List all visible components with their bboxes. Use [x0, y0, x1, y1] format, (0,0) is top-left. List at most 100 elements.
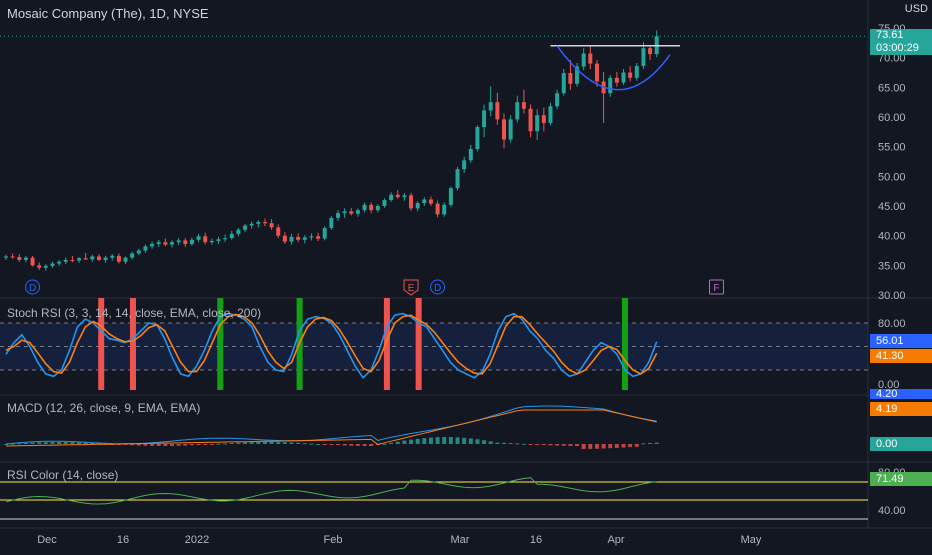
- candle-body: [70, 259, 75, 261]
- candle-body: [389, 194, 394, 201]
- candle-body: [455, 169, 460, 189]
- macd-histogram-bar: [428, 437, 433, 444]
- candle-body: [495, 102, 500, 120]
- macd-histogram-bar: [389, 442, 394, 444]
- candle-body: [170, 242, 174, 245]
- currency-label[interactable]: USD: [904, 3, 928, 15]
- candle-body: [488, 102, 493, 111]
- candle-body: [216, 239, 221, 242]
- macd-histogram-bar: [302, 443, 307, 445]
- future-event-marker-icon: [708, 279, 724, 295]
- stoch-k-value: 56.01: [870, 334, 932, 348]
- macd-histogram-bar: [203, 444, 208, 445]
- time-tick-label: Feb: [324, 534, 343, 546]
- macd-histogram-bar: [269, 442, 274, 444]
- candle-body: [77, 258, 82, 261]
- sell-signal-bar: [415, 298, 422, 390]
- candle-body: [23, 257, 28, 260]
- macd-histogram-bar: [189, 444, 194, 446]
- candle-body: [375, 206, 380, 211]
- macd-histogram-bar: [130, 444, 135, 446]
- candle-body: [289, 236, 294, 242]
- macd-histogram-bar: [614, 444, 619, 448]
- macd-histogram-bar: [77, 442, 82, 444]
- macd-histogram-bar: [262, 442, 267, 444]
- candle-body: [448, 188, 453, 205]
- macd-histogram-bar: [621, 444, 626, 448]
- earnings-marker-icon: [403, 279, 419, 296]
- candle-body: [196, 236, 201, 240]
- macd-histogram-bar: [276, 442, 281, 444]
- macd-histogram-bar: [223, 443, 228, 445]
- macd-histogram-bar: [282, 442, 287, 444]
- macd-histogram-bar: [17, 443, 22, 445]
- price-tick-label: 30.00: [878, 290, 906, 302]
- time-tick-label: 2022: [185, 534, 209, 546]
- candle-body: [462, 160, 467, 170]
- macd-histogram-bar: [641, 443, 646, 445]
- macd-histogram-bar: [249, 442, 254, 444]
- macd-histogram-bar: [57, 442, 62, 444]
- macd-signal-line: [5, 409, 657, 447]
- event-marker-label: D: [29, 283, 36, 294]
- candle-body: [362, 204, 367, 211]
- candle-body: [123, 257, 128, 262]
- price-tick-label: 35.00: [878, 260, 906, 272]
- macd-histogram-bar: [296, 442, 301, 444]
- candle-body: [183, 240, 188, 244]
- price-tick-label: 55.00: [878, 142, 906, 154]
- macd-histogram-bar: [395, 441, 400, 444]
- stoch-d-line: [5, 313, 658, 375]
- macd-label[interactable]: MACD (12, 26, close, 9, EMA, EMA): [7, 401, 201, 415]
- candle-body: [209, 241, 214, 243]
- candle-body: [555, 93, 560, 107]
- last-price-tag: 73.61 03:00:29: [870, 29, 932, 55]
- macd-histogram-bar: [475, 439, 480, 444]
- macd-histogram-bar: [30, 442, 35, 444]
- candle-body: [309, 236, 314, 238]
- event-marker-label: D: [434, 283, 441, 294]
- candle-body: [588, 53, 593, 64]
- macd-histogram-bar: [442, 437, 447, 444]
- macd-histogram-bar: [170, 444, 174, 446]
- price-tick-label: 40.00: [878, 231, 906, 243]
- macd-histogram-bar: [362, 444, 367, 446]
- candle-body: [508, 119, 513, 140]
- candle-body: [302, 237, 307, 240]
- rsi-color-label[interactable]: RSI Color (14, close): [7, 468, 119, 482]
- symbol-title[interactable]: Mosaic Company (The), 1D, NYSE: [7, 6, 209, 21]
- stoch-k-line: [5, 312, 658, 380]
- macd-histogram-bar: [342, 444, 347, 446]
- candle-body: [163, 242, 168, 245]
- time-tick-label: Mar: [451, 534, 470, 546]
- time-tick-label: Dec: [37, 534, 57, 546]
- macd-histogram-bar: [163, 444, 168, 446]
- candle-body: [276, 227, 281, 236]
- macd-histogram-bar: [150, 444, 155, 446]
- candle-body: [256, 222, 261, 224]
- macd-histogram-bar: [482, 440, 487, 444]
- macd-histogram-bar: [548, 444, 553, 446]
- candle-body: [176, 240, 181, 243]
- candle-body: [103, 257, 108, 260]
- candle-body: [57, 261, 62, 264]
- price-tick-label: 50.00: [878, 171, 906, 183]
- candle-body: [349, 211, 354, 214]
- candle-body: [614, 77, 619, 83]
- macd-histogram-bar: [50, 442, 55, 444]
- candle-body: [641, 48, 646, 66]
- macd-histogram-bar: [4, 444, 8, 445]
- candle-body: [322, 227, 327, 239]
- candle-body: [243, 225, 248, 230]
- macd-histogram-bar: [435, 437, 440, 444]
- candle-body: [262, 222, 267, 224]
- candle-body: [203, 236, 208, 243]
- stoch-rsi-label[interactable]: Stoch RSI (3, 3, 14, 14, close, EMA, clo…: [7, 306, 262, 320]
- macd-histogram-bar: [528, 444, 533, 445]
- stoch-d-value: 41.30: [870, 349, 932, 363]
- macd-histogram-bar: [508, 443, 513, 445]
- candle-body: [249, 223, 254, 226]
- macd-histogram-bar: [43, 442, 48, 444]
